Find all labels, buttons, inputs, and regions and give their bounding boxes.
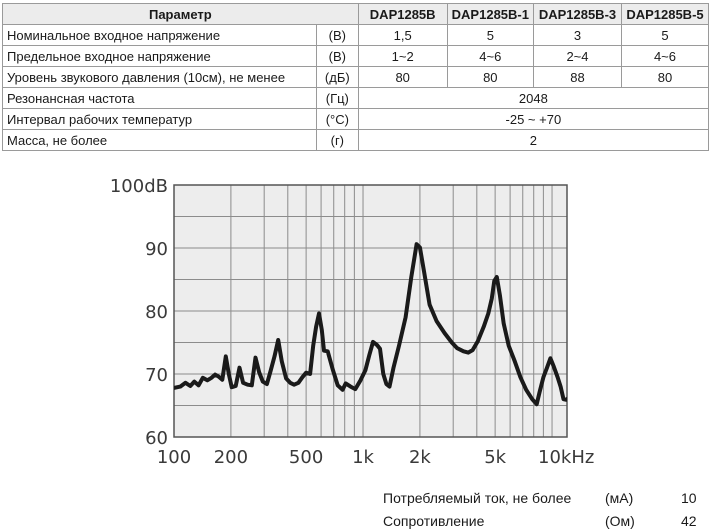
- row-unit: (дБ): [315, 66, 359, 88]
- row-value: 88: [532, 66, 622, 88]
- y-tick-label: 80: [145, 302, 168, 323]
- current-value: 10: [681, 490, 697, 506]
- row-value: 5: [446, 24, 534, 46]
- table-row: Масса, не более (г) 2: [2, 129, 709, 151]
- row-value: 5: [620, 24, 709, 46]
- table-row: Номинальное входное напряжение (В) 1,5 5…: [2, 24, 709, 46]
- plot-frame: [173, 184, 568, 438]
- row-value: 2~4: [532, 45, 622, 67]
- x-tick-label: 10kHz: [538, 447, 594, 468]
- spec-table: Параметр DAP1285B DAP1285B-1 DAP1285B-3 …: [2, 3, 709, 151]
- table-header-row: Параметр DAP1285B DAP1285B-1 DAP1285B-3 …: [2, 3, 709, 25]
- y-axis-labels: 100dB 90 80 70 60: [110, 176, 168, 449]
- row-name: Предельное входное напряжение: [2, 45, 317, 67]
- row-value: 80: [620, 66, 709, 88]
- row-value: 1~2: [357, 45, 448, 67]
- row-name: Уровень звукового давления (10см), не ме…: [2, 66, 317, 88]
- table-row: Предельное входное напряжение (В) 1~2 4~…: [2, 45, 709, 67]
- row-unit: (В): [315, 24, 359, 46]
- row-unit: (г): [315, 129, 359, 151]
- row-value: 2048: [357, 87, 709, 109]
- current-label: Потребляемый ток, не более: [383, 490, 572, 506]
- row-value: 4~6: [620, 45, 709, 67]
- table-row: Уровень звукового давления (10см), не ме…: [2, 66, 709, 88]
- row-value: 80: [446, 66, 534, 88]
- x-tick-label: 200: [214, 447, 248, 468]
- header-model-4: DAP1285B-5: [620, 3, 709, 25]
- row-value: 2: [357, 129, 709, 151]
- header-model-1: DAP1285B: [357, 3, 448, 25]
- row-value: 3: [532, 24, 622, 46]
- row-value: 1,5: [357, 24, 448, 46]
- frequency-response-chart: 100dB 90 80 70 60 100 200 500 1k 2k 5k 10kHz: [110, 176, 595, 468]
- response-curve: [174, 242, 567, 407]
- x-axis-labels: 100 200 500 1k 2k 5k 10kHz: [157, 447, 595, 468]
- row-name: Интервал рабочих температур: [2, 108, 317, 130]
- current-unit: (мА): [605, 490, 634, 506]
- x-tick-label: 1k: [352, 447, 374, 468]
- y-tick-label: 90: [145, 239, 168, 260]
- row-name: Масса, не более: [2, 129, 317, 151]
- x-tick-label: 5k: [484, 447, 506, 468]
- row-unit: (Гц): [315, 87, 359, 109]
- row-unit: (В): [315, 45, 359, 67]
- y-tick-label: 100dB: [110, 176, 168, 197]
- y-tick-label: 70: [145, 365, 168, 386]
- x-tick-label: 500: [289, 447, 323, 468]
- header-model-3: DAP1285B-3: [532, 3, 622, 25]
- header-param: Параметр: [2, 3, 359, 25]
- row-value: 80: [357, 66, 448, 88]
- header-model-2: DAP1285B-1: [446, 3, 534, 25]
- resistance-label: Сопротивление: [383, 513, 485, 529]
- row-unit: (°С): [315, 108, 359, 130]
- row-value: -25 ~ +70: [357, 108, 709, 130]
- row-value: 4~6: [446, 45, 534, 67]
- row-name: Резонансная частота: [2, 87, 317, 109]
- row-name: Номинальное входное напряжение: [2, 24, 317, 46]
- table-row: Резонансная частота (Гц) 2048: [2, 87, 709, 109]
- y-tick-label: 60: [145, 428, 168, 449]
- resistance-unit: (Ом): [605, 513, 635, 529]
- x-tick-label: 2k: [409, 447, 431, 468]
- resistance-value: 42: [681, 513, 697, 529]
- table-row: Интервал рабочих температур (°С) -25 ~ +…: [2, 108, 709, 130]
- x-tick-label: 100: [157, 447, 191, 468]
